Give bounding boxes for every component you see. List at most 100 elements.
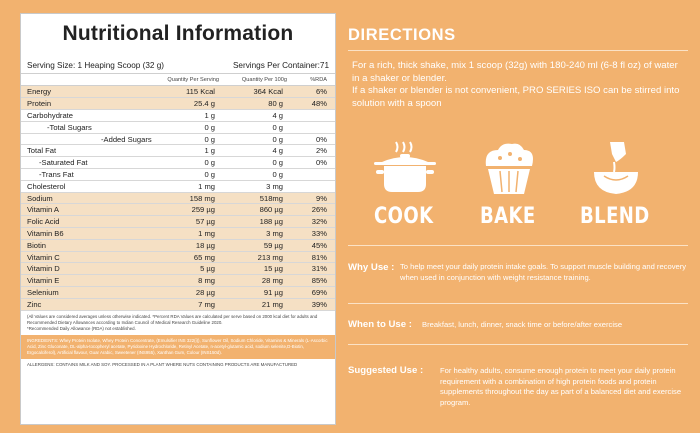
rda-percent — [293, 109, 335, 122]
quantity-per-serving: 0 g — [161, 133, 223, 146]
quantity-per-serving: 1 g — [161, 109, 223, 122]
table-row: Vitamin A 259 µg 860 µg 26% — [21, 203, 335, 217]
quantity-per-100g: 3 mg — [223, 180, 293, 193]
footnote: (All Values are considered averages unle… — [21, 311, 335, 332]
quantity-per-100g: 0 g — [223, 168, 293, 181]
why-use-label: Why Use : — [348, 262, 395, 273]
quantity-per-serving: 8 mg — [161, 274, 223, 288]
when-to-use-section: When to Use : Breakfast, lunch, dinner, … — [348, 319, 693, 339]
rda-percent: 32% — [293, 215, 335, 229]
footnote-rda-not-established: *Recommended Daily Allowance (RDA) not e… — [27, 325, 136, 331]
quantity-per-serving: 7 mg — [161, 298, 223, 311]
nutrient-name: Energy — [21, 86, 161, 99]
nutrient-name: -Trans Fat — [21, 168, 161, 181]
quantity-per-serving: 259 µg — [161, 203, 223, 217]
table-row: Zinc 7 mg 21 mg 39% — [21, 298, 335, 311]
table-row: Selenium 28 µg 91 µg 69% — [21, 286, 335, 299]
nutrient-name: Carbohydrate — [21, 109, 161, 122]
bake-label: BAKE — [480, 204, 536, 229]
table-column-headers: Quantity Per Serving Quantity Per 100g %… — [21, 74, 335, 86]
quantity-per-serving: 28 µg — [161, 286, 223, 299]
allergens-text: ALLERGENS: CONTAINS MILK AND SOY. PROCES… — [27, 362, 298, 368]
quantity-per-100g: 91 µg — [223, 286, 293, 299]
nutrient-name: Selenium — [21, 286, 161, 299]
table-row: Biotin 18 µg 59 µg 45% — [21, 239, 335, 252]
table-row: Vitamin B6 1 mg 3 mg 33% — [21, 227, 335, 240]
nutrient-name: Total Fat — [21, 144, 161, 158]
quantity-per-serving: 5 µg — [161, 262, 223, 276]
col-header-per-100g: Quantity Per 100g — [241, 76, 287, 83]
quantity-per-100g: 21 mg — [223, 298, 293, 311]
nutrient-name: -Total Sugars — [21, 121, 161, 134]
quantity-per-100g: 80 g — [223, 97, 293, 111]
quantity-per-100g: 0 g — [223, 133, 293, 146]
directions-text: For a rich, thick shake, mix 1 scoop (32… — [352, 60, 682, 110]
rda-percent: 26% — [293, 203, 335, 217]
nutrition-table: Energy 115 Kcal 364 Kcal 6% Protein 25.4 g 80 … — [21, 86, 335, 311]
nutrient-name: Vitamin D — [21, 262, 161, 276]
quantity-per-100g: 59 µg — [223, 239, 293, 252]
divider — [348, 303, 688, 304]
servings-per-container: Servings Per Container:71 — [232, 61, 329, 70]
rda-percent — [293, 180, 335, 193]
divider — [348, 344, 688, 345]
suggested-use-label: Suggested Use : — [348, 365, 424, 376]
nutrient-name: Vitamin A — [21, 203, 161, 217]
rda-percent: 2% — [293, 144, 335, 158]
quantity-per-serving: 1 g — [161, 144, 223, 158]
rda-percent: 81% — [293, 251, 335, 264]
serving-size: Serving Size: 1 Heaping Scoop (32 g) — [27, 61, 164, 70]
table-row: Cholesterol 1 mg 3 mg — [21, 180, 335, 193]
rda-percent: 9% — [293, 192, 335, 205]
quantity-per-serving: 57 µg — [161, 215, 223, 229]
quantity-per-serving: 1 mg — [161, 227, 223, 240]
serving-info-row: Serving Size: 1 Heaping Scoop (32 g) Ser… — [21, 61, 335, 74]
rda-percent: 0% — [293, 133, 335, 146]
rda-percent: 0% — [293, 156, 335, 170]
rda-percent: 33% — [293, 227, 335, 240]
col-header-rda: %RDA — [310, 76, 327, 83]
quantity-per-serving: 25.4 g — [161, 97, 223, 111]
quantity-per-100g: 3 mg — [223, 227, 293, 240]
why-use-section: Why Use : To help meet your daily protei… — [348, 262, 693, 302]
suggested-use-section: Suggested Use : For healthy adults, cons… — [348, 365, 693, 425]
quantity-per-100g: 364 Kcal — [223, 86, 293, 99]
directions-title: DIRECTIONS — [348, 26, 456, 44]
when-to-use-label: When to Use : — [348, 319, 412, 330]
cooking-pot-icon — [370, 140, 440, 196]
quantity-per-serving: 0 g — [161, 168, 223, 181]
suggested-use-text: For healthy adults, consume enough prote… — [440, 366, 682, 407]
quantity-per-100g: 4 g — [223, 144, 293, 158]
rda-percent — [293, 168, 335, 181]
rda-percent: 31% — [293, 262, 335, 276]
nutrient-name: Protein — [21, 97, 161, 111]
rda-percent — [293, 121, 335, 134]
quantity-per-100g: 0 g — [223, 121, 293, 134]
blender-icon — [580, 140, 650, 196]
nutrient-name: Folic Acid — [21, 215, 161, 229]
muffin-icon — [474, 140, 544, 196]
table-row: Folic Acid 57 µg 188 µg 32% — [21, 215, 335, 229]
quantity-per-100g: 15 µg — [223, 262, 293, 276]
quantity-per-100g: 860 µg — [223, 203, 293, 217]
nutrient-name: Vitamin E — [21, 274, 161, 288]
rda-percent: 85% — [293, 274, 335, 288]
ingredients-text: INGREDIENTS: Whey Protein Isolate, Whey … — [21, 335, 335, 360]
quantity-per-serving: 115 Kcal — [161, 86, 223, 99]
quantity-per-serving: 1 mg — [161, 180, 223, 193]
quantity-per-100g: 213 mg — [223, 251, 293, 264]
quantity-per-100g: 4 g — [223, 109, 293, 122]
nutrient-name: -Saturated Fat — [21, 156, 161, 170]
nutrient-name: Sodium — [21, 192, 161, 205]
quantity-per-serving: 0 g — [161, 156, 223, 170]
rda-percent: 45% — [293, 239, 335, 252]
rda-percent: 48% — [293, 97, 335, 111]
table-row: Sodium 158 mg 518mg 9% — [21, 192, 335, 205]
